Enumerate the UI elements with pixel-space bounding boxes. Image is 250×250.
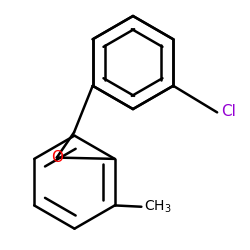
Text: CH$_3$: CH$_3$ xyxy=(144,198,172,215)
Text: O: O xyxy=(51,150,63,165)
Text: Cl: Cl xyxy=(221,104,236,118)
